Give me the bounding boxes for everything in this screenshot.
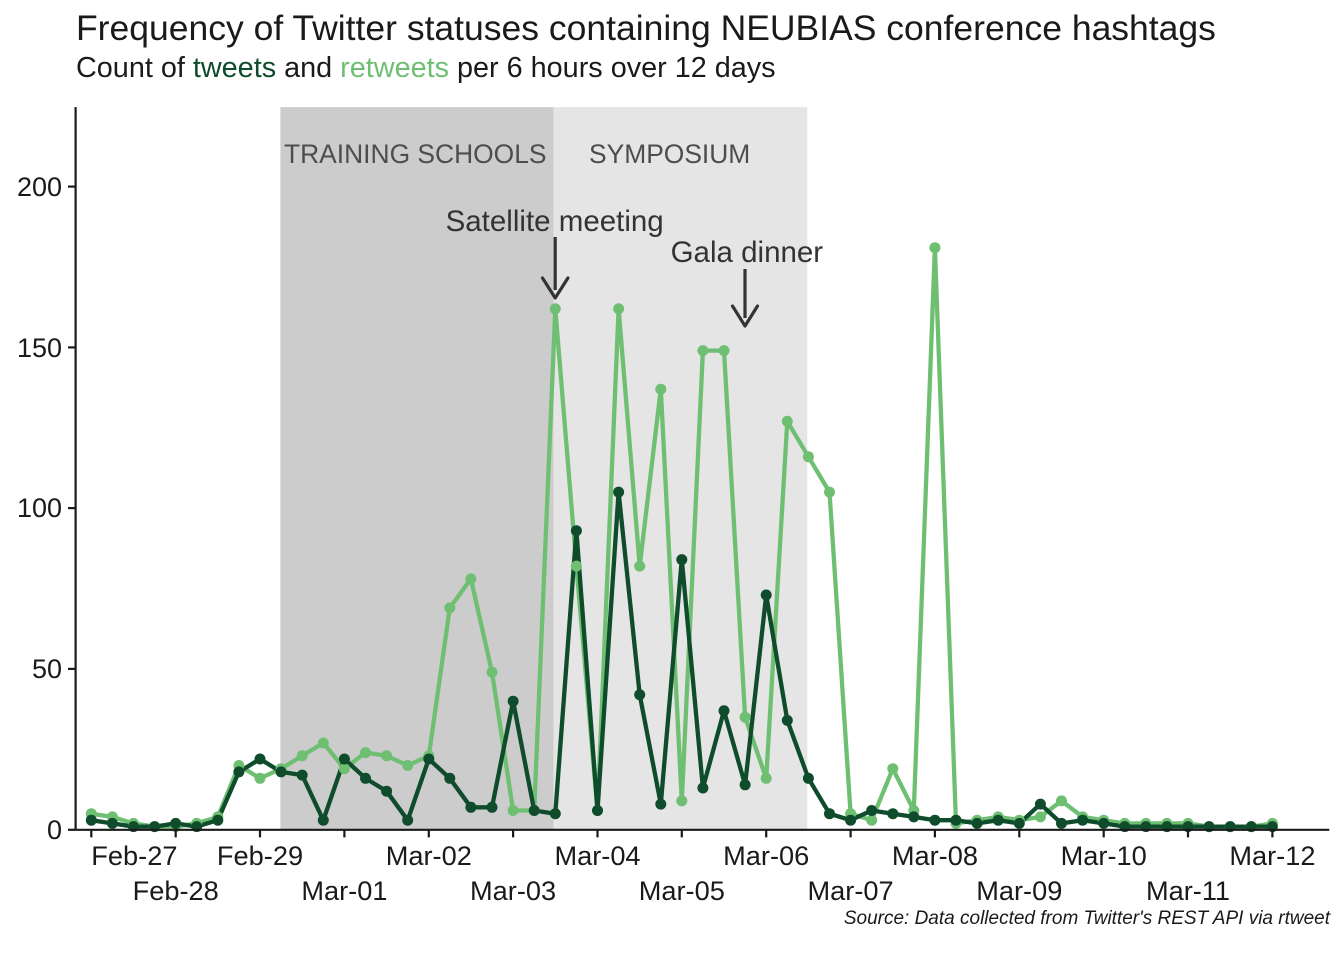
- svg-text:100: 100: [17, 493, 62, 523]
- svg-text:Gala dinner: Gala dinner: [671, 236, 824, 269]
- svg-text:Satellite meeting: Satellite meeting: [446, 205, 664, 238]
- svg-text:Mar-10: Mar-10: [1061, 840, 1147, 871]
- svg-text:200: 200: [17, 172, 62, 202]
- svg-text:TRAINING SCHOOLS: TRAINING SCHOOLS: [284, 139, 546, 169]
- svg-text:Mar-12: Mar-12: [1229, 840, 1315, 871]
- svg-text:Feb-29: Feb-29: [217, 840, 303, 871]
- svg-text:Mar-04: Mar-04: [554, 840, 640, 871]
- svg-text:Mar-03: Mar-03: [470, 875, 556, 906]
- svg-text:Feb-28: Feb-28: [133, 875, 219, 906]
- svg-text:0: 0: [47, 815, 62, 845]
- svg-text:50: 50: [32, 654, 62, 684]
- svg-text:Mar-07: Mar-07: [808, 875, 894, 906]
- svg-text:Mar-09: Mar-09: [976, 875, 1062, 906]
- svg-text:Feb-27: Feb-27: [91, 840, 177, 871]
- svg-text:Mar-06: Mar-06: [723, 840, 809, 871]
- svg-text:Mar-02: Mar-02: [386, 840, 472, 871]
- svg-text:150: 150: [17, 333, 62, 363]
- svg-text:Mar-01: Mar-01: [301, 875, 387, 906]
- svg-text:Mar-11: Mar-11: [1146, 875, 1230, 906]
- svg-text:Mar-08: Mar-08: [892, 840, 978, 871]
- svg-text:Mar-05: Mar-05: [639, 875, 725, 906]
- svg-text:SYMPOSIUM: SYMPOSIUM: [589, 139, 750, 169]
